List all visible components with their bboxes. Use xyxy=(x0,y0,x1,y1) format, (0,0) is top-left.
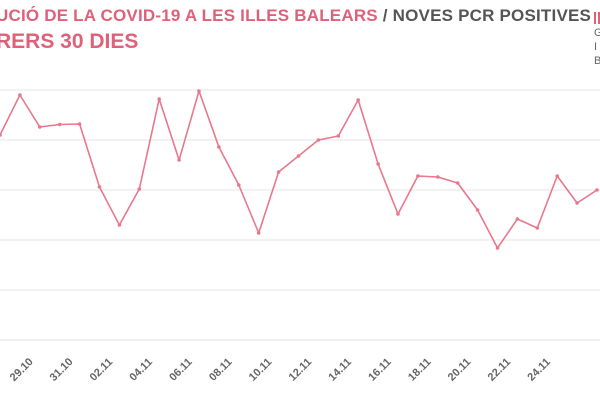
data-point xyxy=(18,93,22,97)
data-point xyxy=(137,187,142,191)
data-point xyxy=(77,122,82,126)
data-point xyxy=(296,154,301,158)
x-tick-label: 22.11 xyxy=(486,356,514,384)
data-point xyxy=(495,246,500,250)
data-point xyxy=(376,162,380,166)
x-tick-label: 14.11 xyxy=(326,356,354,384)
data-point xyxy=(436,175,440,179)
data-point xyxy=(356,98,361,102)
x-tick-label: 18.11 xyxy=(406,356,434,384)
x-tick-label: 16.11 xyxy=(366,356,394,384)
x-tick-label: 02.11 xyxy=(88,356,116,384)
data-point xyxy=(0,133,2,137)
data-point xyxy=(515,217,520,221)
govern-logo: G I B xyxy=(575,6,600,67)
x-tick-label: 08.11 xyxy=(207,356,235,384)
x-tick-label: 29.10 xyxy=(8,356,36,384)
x-tick-label: 06.11 xyxy=(167,356,195,384)
govern-logo-text: G I B xyxy=(594,27,600,67)
chart-grid xyxy=(0,89,600,341)
chart-subtitle: RERS 30 DIES xyxy=(0,30,139,53)
x-tick-label: 20.11 xyxy=(446,356,474,384)
chart-title-sub: NOVES PCR POSITIVES xyxy=(392,6,592,25)
data-point xyxy=(237,183,241,187)
x-tick-label: 31.10 xyxy=(48,356,76,384)
data-point xyxy=(595,188,599,192)
data-point xyxy=(555,174,559,178)
x-tick-label: 04.11 xyxy=(127,356,155,384)
x-tick-label: 12.11 xyxy=(287,356,315,384)
data-point xyxy=(57,122,62,127)
chart-series xyxy=(0,90,598,249)
data-point xyxy=(38,125,42,129)
chart-title-separator: / xyxy=(382,6,388,25)
data-point xyxy=(455,181,460,185)
data-point xyxy=(396,212,400,216)
chart-points xyxy=(0,89,599,250)
data-point xyxy=(475,208,480,212)
data-point xyxy=(256,231,261,235)
series-line xyxy=(0,90,598,249)
x-axis-ticks: 29.10 31.10 02.11 04.11 06.11 08.11 10.11 12.11… xyxy=(8,356,553,384)
chart-title-main: UCIÓ DE LA COVID-19 A LES ILLES BALEARS xyxy=(0,6,378,25)
x-tick-label: 24.11 xyxy=(525,356,553,384)
govern-logo-icon xyxy=(594,12,600,24)
data-point xyxy=(97,185,102,189)
data-point xyxy=(316,138,321,142)
data-point xyxy=(535,226,540,230)
data-point xyxy=(575,201,579,205)
data-point xyxy=(276,170,281,174)
data-point xyxy=(197,89,201,93)
data-point xyxy=(336,134,341,138)
data-point xyxy=(117,223,122,227)
data-point xyxy=(217,145,221,149)
chart-title: UCIÓ DE LA COVID-19 A LES ILLES BALEARS … xyxy=(0,6,591,26)
data-point xyxy=(177,158,181,162)
x-tick-label: 10.11 xyxy=(247,356,275,384)
data-point xyxy=(157,97,161,101)
data-point xyxy=(416,174,420,178)
